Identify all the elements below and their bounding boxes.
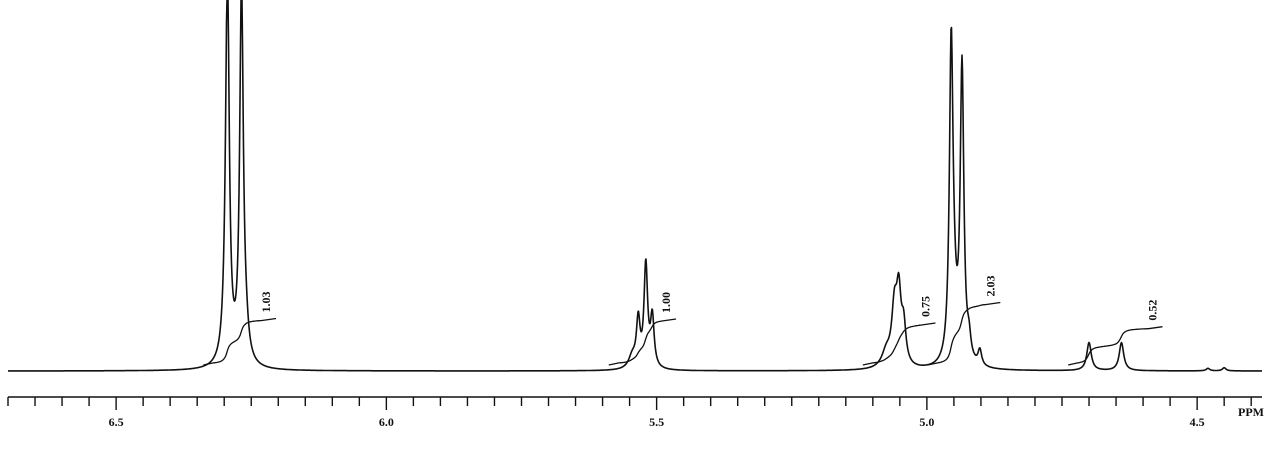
integral-label-1: 1.00	[659, 292, 673, 313]
integral-label-0: 1.03	[259, 292, 273, 313]
spectrum-line	[7, 0, 1263, 372]
integral-curve-0	[203, 317, 277, 366]
integral-curve-2	[862, 322, 936, 366]
integral-label-2: 0.75	[918, 296, 932, 317]
ppm-axis: 6.5 6.0 5.5 5.0 4.5	[7, 396, 1262, 429]
integral-label-3: 2.03	[983, 276, 997, 297]
integral-curve-1	[608, 318, 677, 366]
tick-label-4: 4.5	[1190, 415, 1205, 429]
integral-curve-4	[1068, 326, 1163, 366]
spectrum-trace-layer	[7, 0, 1263, 372]
integral-curve-3	[927, 301, 1001, 366]
integral-label-4: 0.52	[1145, 300, 1159, 321]
tick-label-1: 6.0	[379, 415, 394, 429]
tick-label-3: 5.0	[919, 415, 934, 429]
tick-label-2: 5.5	[649, 415, 664, 429]
x-axis-label: PPM	[1238, 405, 1264, 419]
tick-label-0: 6.5	[109, 415, 124, 429]
integral-layer: 1.03 1.00 0.75 2.03 0.52	[203, 276, 1163, 366]
